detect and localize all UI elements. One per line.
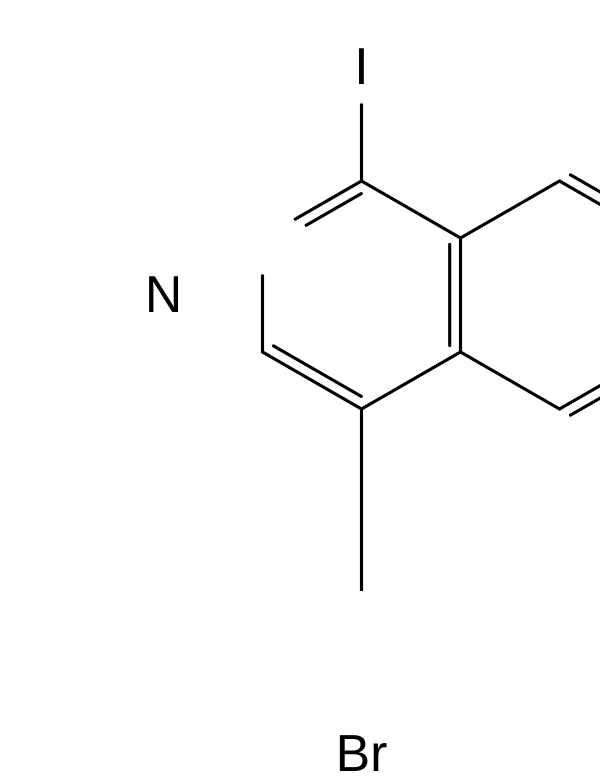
molecule-canvas: I N Br [0,0,600,591]
bromine-atom-label: Br [336,728,388,780]
nitrogen-atom-label: N [145,269,182,321]
bond-layer [0,0,600,591]
iodine-atom-label: I [354,41,368,93]
